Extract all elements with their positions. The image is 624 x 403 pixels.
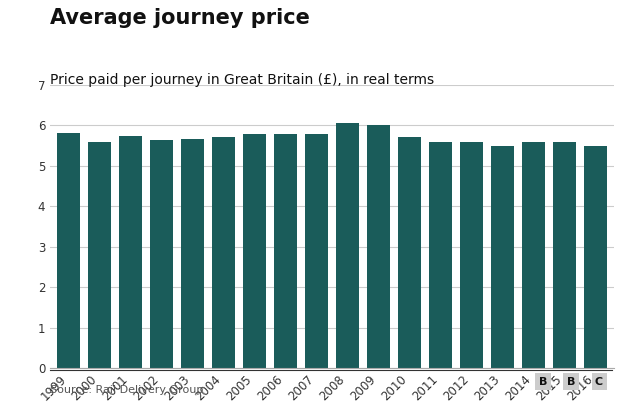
Bar xyxy=(367,125,390,368)
Bar xyxy=(460,142,483,368)
Bar xyxy=(553,142,576,368)
Bar xyxy=(243,133,266,368)
Bar xyxy=(398,137,421,368)
Bar xyxy=(119,136,142,368)
Bar xyxy=(584,145,607,368)
Text: Source: Rail Delivery Group: Source: Rail Delivery Group xyxy=(50,385,203,395)
Bar xyxy=(274,134,297,368)
Bar xyxy=(150,140,173,368)
Bar xyxy=(212,137,235,368)
Text: Average journey price: Average journey price xyxy=(50,8,310,28)
Bar xyxy=(491,146,514,368)
Bar xyxy=(429,142,452,368)
Text: C: C xyxy=(595,377,603,387)
Bar xyxy=(88,141,111,368)
Text: B: B xyxy=(539,377,547,387)
Bar xyxy=(181,139,204,368)
Text: B: B xyxy=(567,377,575,387)
Bar xyxy=(522,141,545,368)
Bar xyxy=(57,133,80,368)
Bar xyxy=(336,123,359,368)
Text: Price paid per journey in Great Britain (£), in real terms: Price paid per journey in Great Britain … xyxy=(50,73,434,87)
Bar xyxy=(305,133,328,368)
